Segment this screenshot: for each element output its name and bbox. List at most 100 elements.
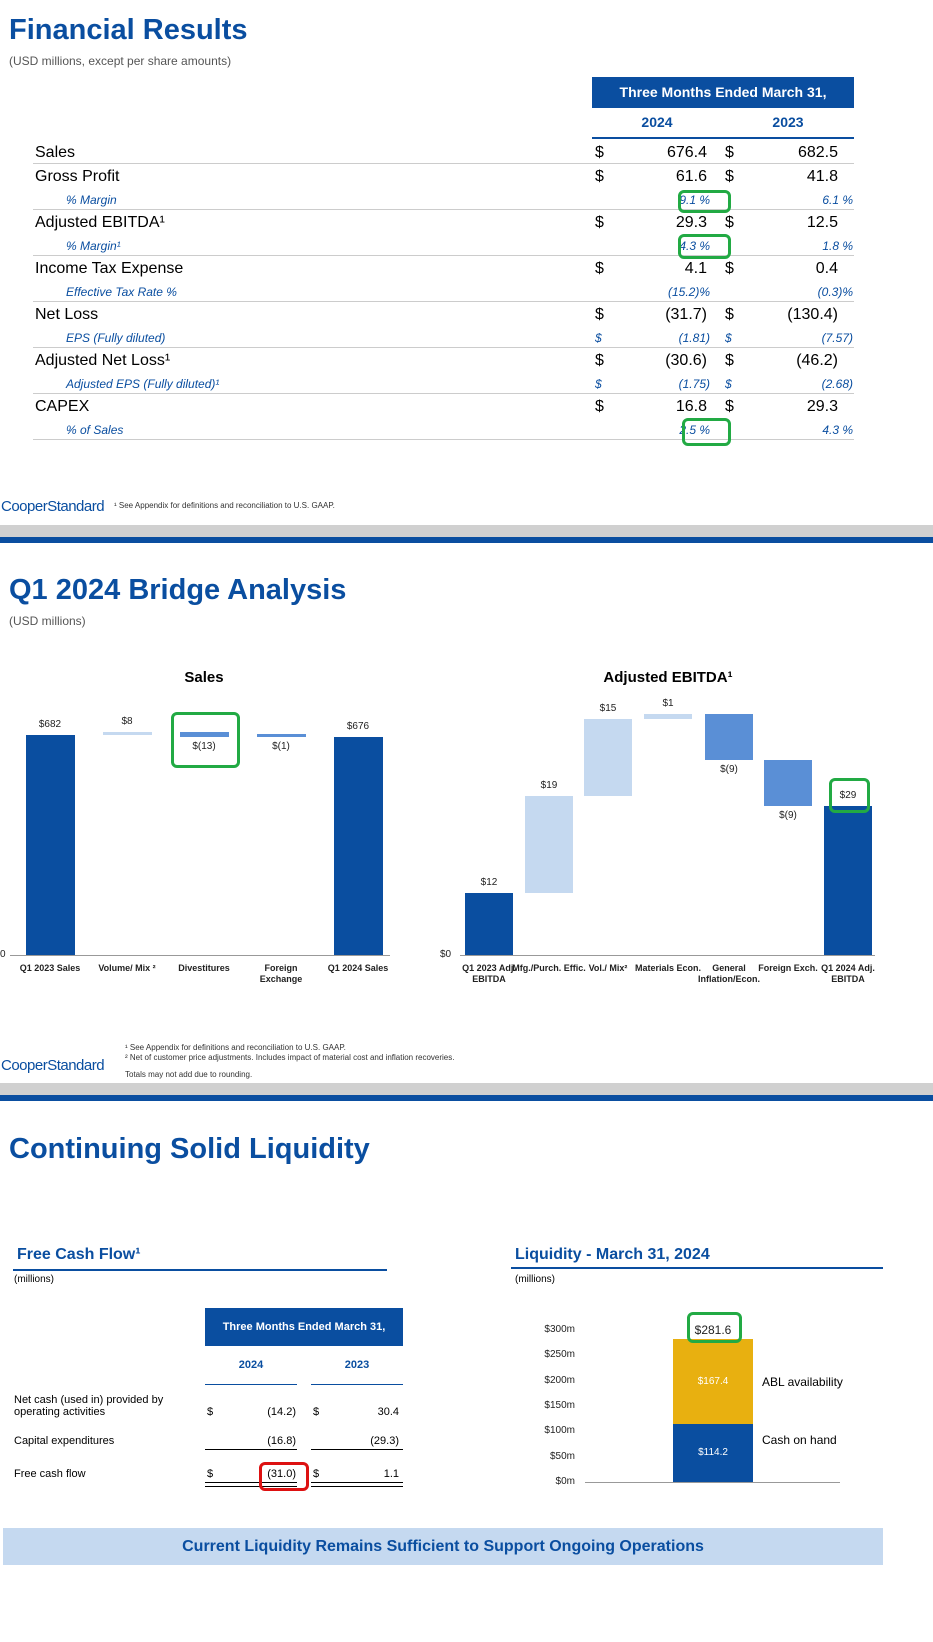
row-label: Income Tax Expense bbox=[35, 260, 184, 277]
row-label: CAPEX bbox=[35, 398, 90, 415]
liquidity-title-rule bbox=[511, 1267, 883, 1269]
chart-bar bbox=[25, 735, 75, 955]
value-2023: (0.3)% bbox=[817, 285, 853, 299]
row-label: Adjusted Net Loss¹ bbox=[35, 352, 171, 369]
currency-symbol: $ bbox=[595, 352, 604, 369]
chart-bar bbox=[644, 713, 692, 719]
row-divider bbox=[33, 301, 854, 302]
liquidity-units: (millions) bbox=[515, 1274, 555, 1285]
value-2024: 676.4 bbox=[666, 144, 707, 161]
year-2024: 2024 bbox=[641, 114, 673, 130]
fcf-total-rule bbox=[205, 1482, 297, 1487]
y-tick-label: 0 bbox=[0, 949, 6, 960]
row-label: EPS (Fully diluted) bbox=[66, 331, 166, 345]
y-tick-label: $100m bbox=[544, 1425, 575, 1437]
data-label: $(9) bbox=[720, 763, 738, 775]
value-2024: 2.5 % bbox=[679, 423, 710, 437]
fcf-year-rule bbox=[205, 1384, 297, 1385]
value-2024: (1.75) bbox=[678, 377, 710, 391]
x-axis bbox=[460, 955, 875, 956]
category-label: Divestitures bbox=[178, 963, 230, 973]
value-2024: (30.6) bbox=[665, 352, 707, 369]
fcf-title: Free Cash Flow¹ bbox=[17, 1246, 141, 1263]
currency-symbol: $ bbox=[595, 260, 604, 277]
value-2024: 4.3 % bbox=[679, 239, 710, 253]
data-label: $676 bbox=[346, 720, 370, 732]
y-tick-label: $200m bbox=[544, 1374, 575, 1386]
chart-bar bbox=[525, 795, 573, 894]
cash-bar bbox=[673, 1424, 753, 1482]
chart-bar bbox=[256, 733, 306, 737]
category-label: Volume/ Mix ² bbox=[98, 963, 156, 973]
fcf-subtotal-rule bbox=[205, 1449, 297, 1450]
value-2024: 16.8 bbox=[675, 398, 707, 415]
page-title: Financial Results bbox=[9, 14, 248, 46]
footnote-2: ² Net of customer price adjustments. Inc… bbox=[125, 1053, 455, 1062]
highlight-ebitda-margin bbox=[678, 234, 731, 259]
currency-symbol: $ bbox=[725, 168, 734, 185]
abl-bar bbox=[673, 1339, 753, 1425]
highlight-capex-pct bbox=[682, 418, 731, 446]
value-2023: (2.68) bbox=[821, 377, 853, 391]
total-label: $281.6 bbox=[694, 1323, 732, 1338]
row-divider bbox=[33, 347, 854, 348]
currency-symbol: $ bbox=[595, 306, 604, 323]
value-2023: (7.57) bbox=[821, 331, 853, 345]
currency-symbol: $ bbox=[595, 331, 602, 345]
bridge-subtitle: (USD millions) bbox=[9, 614, 86, 628]
row-divider bbox=[33, 163, 854, 164]
fcf-value-2024: (14.2) bbox=[267, 1406, 296, 1418]
slide-divider bbox=[0, 525, 933, 537]
year-2023: 2023 bbox=[772, 114, 804, 130]
y-tick-label: $50m bbox=[549, 1450, 575, 1462]
row-label: % Margin bbox=[66, 193, 117, 207]
chart-bar bbox=[179, 732, 229, 737]
row-label: Net Loss bbox=[35, 306, 99, 323]
fcf-value-2023: 30.4 bbox=[377, 1406, 399, 1418]
chart-bar bbox=[333, 736, 383, 955]
highlight-gross-margin bbox=[678, 190, 731, 213]
footnote: ¹ See Appendix for definitions and recon… bbox=[114, 501, 335, 510]
chart-bar bbox=[102, 732, 152, 735]
fcf-title-rule bbox=[13, 1269, 387, 1271]
chart-bar bbox=[705, 713, 753, 760]
data-label: $(9) bbox=[779, 810, 797, 821]
page-subtitle: (USD millions, except per share amounts) bbox=[9, 54, 232, 68]
value-2023: 4.3 % bbox=[822, 423, 853, 437]
x-axis bbox=[10, 955, 390, 956]
value-2023: 682.5 bbox=[797, 144, 838, 161]
category-label: Mfg./Purch. Effic. bbox=[512, 963, 586, 973]
currency-symbol: $ bbox=[725, 398, 734, 415]
x-axis bbox=[585, 1482, 840, 1483]
fcf-total-rule bbox=[311, 1482, 403, 1487]
currency-symbol: $ bbox=[725, 214, 734, 231]
y-tick-label: $150m bbox=[544, 1400, 575, 1411]
value-2023: 1.8 % bbox=[822, 239, 853, 253]
slide-divider-blue bbox=[0, 537, 933, 543]
row-label: % Margin¹ bbox=[66, 239, 121, 253]
chart-bar bbox=[824, 806, 872, 955]
fcf-row-label: Capital expenditures bbox=[14, 1435, 115, 1447]
footnote-1: ¹ See Appendix for definitions and recon… bbox=[125, 1043, 346, 1052]
fcf-subtotal-rule bbox=[311, 1449, 403, 1450]
value-2023: 12.5 bbox=[806, 214, 838, 231]
y-tick-label: $300m bbox=[544, 1324, 575, 1335]
data-label: $15 bbox=[599, 702, 617, 714]
currency-symbol: $ bbox=[725, 144, 734, 161]
currency-symbol: $ bbox=[725, 377, 732, 391]
company-logo: CooperStandard bbox=[1, 1057, 105, 1074]
abl-value-label: $167.4 bbox=[697, 1375, 729, 1387]
value-2024: (31.7) bbox=[665, 306, 707, 323]
value-2023: 0.4 bbox=[815, 260, 838, 277]
highlight-ebitda-q1-2024 bbox=[829, 778, 870, 813]
currency-symbol: $ bbox=[313, 1468, 320, 1480]
period-header: Three Months Ended March 31, bbox=[592, 77, 854, 108]
bridge-title: Q1 2024 Bridge Analysis bbox=[9, 574, 347, 606]
value-2024: 9.1 % bbox=[679, 193, 710, 207]
currency-symbol: $ bbox=[725, 306, 734, 323]
chart-bar bbox=[465, 893, 513, 955]
legend-abl: ABL availability bbox=[762, 1374, 843, 1389]
category-label: Q1 2024 Adj. EBITDA bbox=[821, 963, 875, 984]
value-2023: 29.3 bbox=[806, 398, 838, 415]
value-2024: (15.2)% bbox=[667, 285, 710, 299]
